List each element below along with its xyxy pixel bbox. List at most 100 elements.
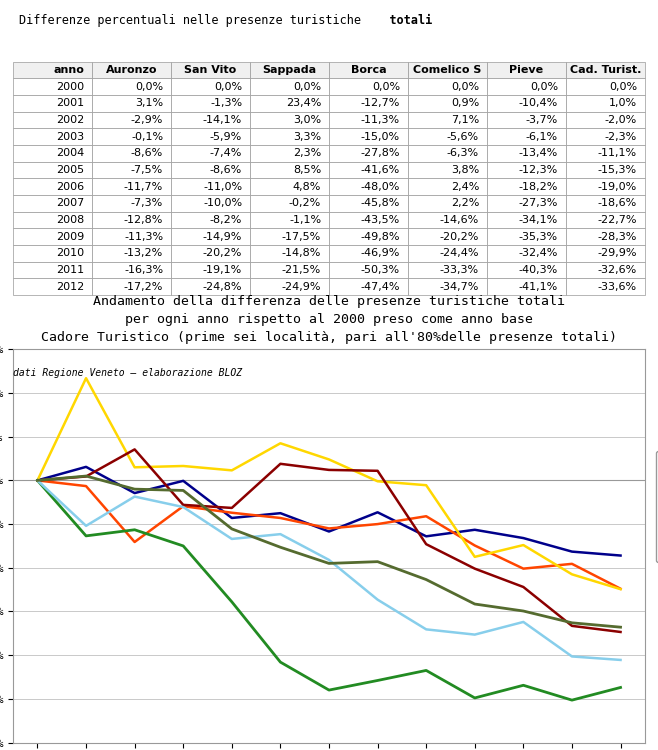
San Vito [617,584,624,593]
San Vito [179,502,187,511]
Sappada [34,476,41,485]
Pieve [228,535,236,544]
Line: Auronzo: Auronzo [38,466,620,556]
Cad. Turist [568,618,576,627]
Cad. Turist [82,472,90,481]
Sappada [374,477,382,486]
Comelico S [422,540,430,549]
Line: Cad. Turist: Cad. Turist [38,476,620,627]
Borca [617,683,624,692]
San Vito [568,560,576,568]
San Vito [519,564,527,573]
Cad. Turist [179,486,187,495]
Line: Pieve: Pieve [38,481,620,660]
Legend: Auronzo, San Vito, Sappada, Borca, Comelico S, Pieve, Cad. Turist: Auronzo, San Vito, Sappada, Borca, Comel… [657,451,658,562]
Sappada [82,374,90,382]
Text: Differenze percentuali nelle presenze turistiche: Differenze percentuali nelle presenze tu… [20,14,368,27]
Borca [131,525,139,534]
Cad. Turist [131,484,139,494]
Borca [422,666,430,675]
Cad. Turist [325,559,333,568]
Comelico S [568,621,576,630]
Text: totali: totali [20,14,433,27]
Borca [568,696,576,705]
Sappada [568,570,576,579]
Auronzo [374,508,382,517]
San Vito [471,541,479,550]
Comelico S [276,459,284,468]
Cad. Turist [422,575,430,584]
San Vito [422,512,430,520]
Comelico S [179,500,187,509]
Borca [519,681,527,690]
Text: dati Regione Veneto – elaborazione BLOZ: dati Regione Veneto – elaborazione BLOZ [13,368,242,377]
San Vito [82,482,90,490]
San Vito [276,514,284,523]
Borca [82,532,90,541]
Comelico S [34,476,41,485]
San Vito [374,520,382,529]
Pieve [617,656,624,664]
Comelico S [228,503,236,512]
Cad. Turist [471,599,479,608]
Sappada [471,552,479,561]
Borca [228,597,236,606]
San Vito [34,476,41,485]
San Vito [325,524,333,533]
Auronzo [325,527,333,536]
Sappada [131,463,139,472]
Sappada [228,466,236,475]
Line: San Vito: San Vito [38,481,620,589]
Comelico S [471,564,479,573]
Borca [276,658,284,667]
Pieve [374,596,382,604]
Borca [179,542,187,550]
Comelico S [519,583,527,592]
Auronzo [179,476,187,485]
Auronzo [471,525,479,534]
Comelico S [374,466,382,476]
Pieve [325,556,333,565]
Auronzo [422,532,430,541]
Cad. Turist [34,476,41,485]
Pieve [179,503,187,512]
Title: Andamento della differenza delle presenze turistiche totali
per ogni anno rispet: Andamento della differenza delle presenz… [41,295,617,344]
Pieve [131,492,139,501]
Line: Sappada: Sappada [38,378,620,590]
San Vito [228,509,236,518]
Cad. Turist [617,622,624,632]
Sappada [276,439,284,448]
Borca [34,476,41,485]
Pieve [276,530,284,538]
Auronzo [82,462,90,471]
Comelico S [131,445,139,454]
Sappada [422,481,430,490]
Pieve [34,476,41,485]
Auronzo [519,533,527,542]
Borca [374,676,382,685]
Auronzo [34,476,41,485]
Cad. Turist [228,524,236,533]
Line: Borca: Borca [38,481,620,700]
Cad. Turist [374,557,382,566]
San Vito [131,538,139,547]
Line: Comelico S: Comelico S [38,449,620,632]
Auronzo [276,509,284,518]
Auronzo [131,488,139,497]
Borca [471,694,479,703]
Sappada [519,541,527,550]
Pieve [568,652,576,661]
Auronzo [617,551,624,560]
Pieve [422,625,430,634]
Pieve [471,630,479,639]
Pieve [82,521,90,530]
Sappada [179,461,187,470]
Comelico S [82,472,90,481]
Comelico S [325,466,333,475]
Sappada [617,585,624,594]
Cad. Turist [276,543,284,552]
Auronzo [568,547,576,556]
Sappada [325,455,333,464]
Auronzo [228,514,236,523]
Pieve [519,617,527,626]
